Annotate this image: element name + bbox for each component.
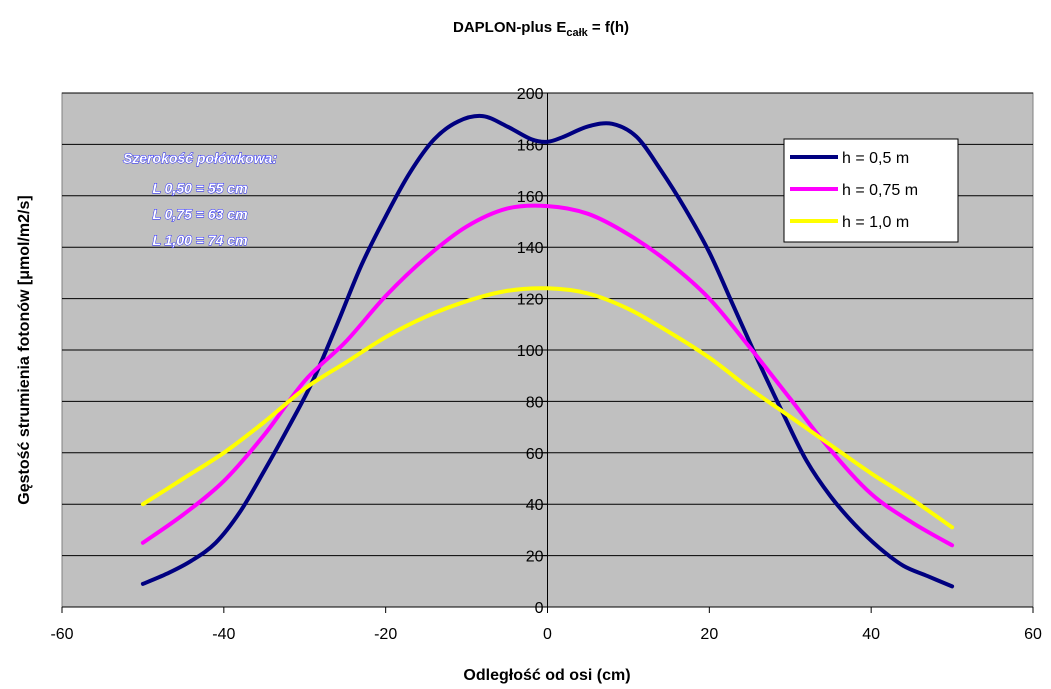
half-width-annotation: Szerokość połówkowa: L 0,50 = 55 cm L 0,…	[123, 150, 278, 249]
annotation-line-2: L 0,75 = 63 cm	[152, 206, 247, 222]
y-tick-label-7: 140	[517, 240, 544, 257]
annotation-line-1: L 0,50 = 55 cm	[152, 180, 247, 196]
y-tick-label-1: 20	[526, 549, 544, 566]
x-tick-label-5: 40	[862, 626, 880, 643]
legend-label-2: h = 1,0 m	[842, 214, 909, 231]
series-lines	[140, 113, 955, 589]
y-tick-label-6: 120	[517, 292, 544, 309]
y-tick-label-0: 0	[535, 600, 544, 617]
legend-label-0: h = 0,5 m	[842, 150, 909, 167]
chart-title-subscript: całk	[566, 27, 588, 39]
annotation-heading: Szerokość połówkowa:	[123, 150, 277, 166]
y-tick-label-3: 60	[526, 446, 544, 463]
y-tick-label-8: 160	[517, 189, 544, 206]
x-tick-label-2: -20	[374, 626, 397, 643]
x-tick-label-6: 60	[1024, 626, 1042, 643]
chart-title-main: DAPLON-plus E	[453, 19, 566, 36]
series-line-0	[140, 113, 955, 589]
y-tick-label-4: 80	[526, 394, 544, 411]
series-line-2	[140, 286, 955, 530]
chart-title: DAPLON-plus Ecałk = f(h)	[453, 19, 629, 39]
y-tick-label-5: 100	[517, 343, 544, 360]
x-tick-label-4: 20	[700, 626, 718, 643]
x-tick-label-1: -40	[212, 626, 235, 643]
x-tick-label-3: 0	[543, 626, 552, 643]
legend: h = 0,5 m h = 0,75 m h = 1,0 m	[783, 138, 959, 243]
chart-title-suffix: = f(h)	[588, 19, 629, 36]
x-tick-label-0: -60	[50, 626, 73, 643]
axes	[61, 92, 1034, 613]
legend-label-1: h = 0,75 m	[842, 182, 918, 199]
y-axis-title: Gęstość strumienia fotonów [μmol/m2/s]	[16, 195, 33, 504]
y-tick-label-10: 200	[517, 86, 544, 103]
x-axis-title: Odległość od osi (cm)	[463, 667, 630, 684]
y-tick-label-2: 40	[526, 497, 544, 514]
annotation-line-3: L 1,00 = 74 cm	[152, 232, 247, 248]
x-tick-labels: -60 -40 -20 0 20 40 60	[50, 626, 1042, 643]
